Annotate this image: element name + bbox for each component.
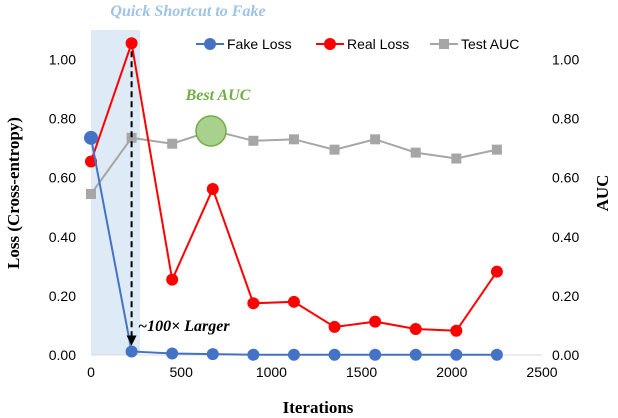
data-point (451, 153, 462, 164)
y2-tick-label: 0.40 (552, 229, 579, 245)
data-point (490, 265, 503, 278)
data-point (287, 295, 300, 308)
x-tick-label: 2000 (436, 364, 467, 380)
x-tick-label: 0 (87, 364, 95, 380)
data-point (370, 134, 381, 145)
shortcut-label: Quick Shortcut to Fake (110, 3, 265, 20)
y2-tick-label: 0.60 (552, 170, 579, 186)
y-tick-label: 0.80 (49, 111, 76, 127)
data-point (125, 37, 138, 50)
y-tick-label: 0.40 (49, 229, 76, 245)
data-point (125, 345, 138, 358)
axes: 0 500 1000 1500 2000 25000.000.200.400.600.80… (49, 52, 580, 380)
series-real-loss (85, 37, 503, 337)
data-point (206, 182, 219, 195)
data-point (247, 348, 260, 361)
data-point (166, 273, 179, 286)
series-layer (84, 37, 503, 361)
data-point (84, 130, 98, 145)
data-point (328, 348, 341, 361)
y2-axis-title: AUC (593, 175, 612, 212)
data-point (369, 348, 382, 361)
series-fake-loss (84, 130, 503, 361)
shortcut-arrow-head (126, 335, 137, 346)
data-point (450, 324, 463, 337)
data-point (369, 315, 382, 328)
data-point (410, 147, 421, 158)
data-point (126, 132, 137, 143)
x-axis-title: Iterations (283, 398, 354, 417)
shortcut-region (91, 30, 140, 355)
data-point (450, 348, 463, 361)
data-point (409, 348, 422, 361)
legend: Fake Loss Real Loss Test AUC (196, 36, 519, 52)
data-point (329, 144, 340, 155)
x-tick-label: 500 (170, 364, 194, 380)
y-tick-label: 0.20 (49, 288, 76, 304)
legend-label: Real Loss (347, 36, 409, 52)
y-axis-title: Loss (Cross-entropy) (4, 117, 23, 269)
data-point (490, 348, 503, 361)
best-auc-marker (195, 115, 227, 147)
data-point (86, 188, 96, 199)
data-point (166, 347, 179, 360)
legend-label: Test AUC (461, 36, 519, 52)
larger-label: ~100× Larger (138, 318, 230, 335)
data-point (328, 320, 341, 333)
data-point (206, 348, 219, 361)
data-point (247, 297, 260, 310)
legend-label: Fake Loss (227, 36, 292, 52)
y2-tick-label: 0.80 (552, 111, 579, 127)
data-point (491, 144, 502, 155)
legend-swatch-marker (324, 38, 336, 50)
y2-tick-label: 0.00 (552, 347, 579, 363)
y-tick-label: 1.00 (49, 52, 76, 68)
data-point (287, 348, 300, 361)
x-tick-label: 1000 (256, 364, 287, 380)
y-tick-label: 0.00 (49, 347, 76, 363)
y2-tick-label: 1.00 (552, 52, 579, 68)
series-line (90, 42, 498, 332)
legend-swatch-marker (439, 39, 449, 49)
data-point (167, 138, 178, 149)
x-tick-label: 2500 (526, 364, 557, 380)
y-tick-label: 0.60 (49, 170, 76, 186)
x-tick-label: 1500 (346, 364, 377, 380)
series-test-auc (86, 125, 502, 199)
data-point (409, 323, 422, 335)
data-point (288, 134, 299, 145)
data-point (248, 135, 259, 146)
best-auc-label: Best AUC (185, 87, 251, 104)
legend-swatch-marker (204, 38, 216, 50)
y2-tick-label: 0.20 (552, 288, 579, 304)
